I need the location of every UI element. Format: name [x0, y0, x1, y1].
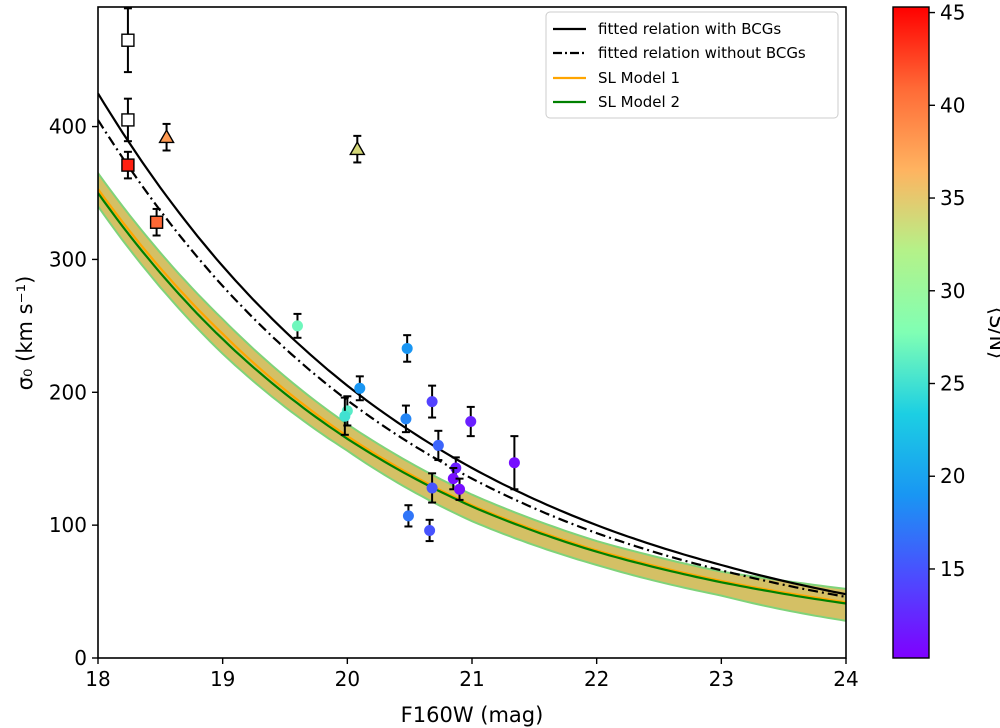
- legend-label-sl-model-1: SL Model 1: [598, 69, 680, 87]
- curve-with-bcgs: [98, 92, 846, 596]
- curve-sl-model-1: [98, 188, 846, 604]
- galaxy-point: [402, 510, 414, 522]
- galaxy-point: [508, 457, 520, 469]
- curve-sl-model-2: [98, 192, 846, 605]
- galaxy-point: [432, 439, 444, 451]
- bcg-point: [121, 113, 135, 127]
- x-tick-label: 23: [709, 667, 734, 691]
- x-tick-label: 21: [459, 667, 484, 691]
- colorbar-tick-label: 40: [940, 93, 965, 117]
- bcg-point: [121, 33, 135, 47]
- curve-without-bcgs: [98, 119, 846, 598]
- legend-box: [545, 11, 839, 119]
- colorbar-tick-label: 45: [940, 1, 965, 25]
- y-tick-label: 400: [49, 115, 87, 139]
- bcg-point: [121, 158, 135, 172]
- galaxy-point: [354, 382, 366, 394]
- galaxy-point: [426, 396, 438, 408]
- galaxy-point: [465, 416, 477, 428]
- y-axis: 0 100 200 300 400: [49, 115, 98, 670]
- legend-label-with-bcgs: fitted relation with BCGs: [598, 20, 781, 38]
- y-axis-title: σ₀ (km s⁻¹): [13, 276, 37, 391]
- y-tick-label: 200: [49, 380, 87, 404]
- x-tick-label: 18: [85, 667, 110, 691]
- bcg-point: [149, 215, 164, 229]
- x-axis-title: F160W (mag): [401, 703, 544, 727]
- x-axis: 18 19 20 21 22 23 24: [85, 658, 859, 691]
- x-tick-label: 22: [584, 667, 609, 691]
- galaxy-point: [400, 413, 412, 425]
- colorbar-tick-label: 30: [940, 279, 965, 303]
- galaxy-point: [454, 483, 466, 495]
- y-tick-label: 100: [49, 513, 87, 537]
- colorbar: [892, 6, 930, 659]
- y-tick-label: 0: [74, 646, 87, 670]
- colorbar-tick-label: 15: [940, 557, 965, 581]
- triangle-point: [158, 128, 175, 144]
- y-tick-label: 300: [49, 247, 87, 271]
- x-tick-label: 20: [335, 667, 360, 691]
- galaxy-point: [291, 320, 303, 332]
- x-tick-label: 19: [210, 667, 235, 691]
- galaxy-point: [424, 524, 436, 536]
- colorbar-axis: 15 20 25 30 35 40 45: [929, 1, 965, 581]
- colorbar-tick-label: 25: [940, 372, 965, 396]
- legend-label-sl-model-2: SL Model 2: [598, 93, 680, 111]
- legend: fitted relation with BCGs fitted relatio…: [545, 11, 839, 119]
- colorbar-label: ⟨S/N⟩: [985, 307, 1000, 360]
- x-tick-label: 24: [833, 667, 858, 691]
- galaxy-point: [401, 342, 413, 354]
- galaxy-point: [447, 473, 459, 485]
- galaxy-point: [426, 482, 438, 494]
- triangle-point: [349, 140, 366, 156]
- legend-label-without-bcgs: fitted relation without BCGs: [598, 44, 806, 62]
- colorbar-tick-label: 35: [940, 186, 965, 210]
- colorbar-tick-label: 20: [940, 464, 965, 488]
- plot-frame: [97, 6, 847, 659]
- galaxy-point: [339, 410, 351, 422]
